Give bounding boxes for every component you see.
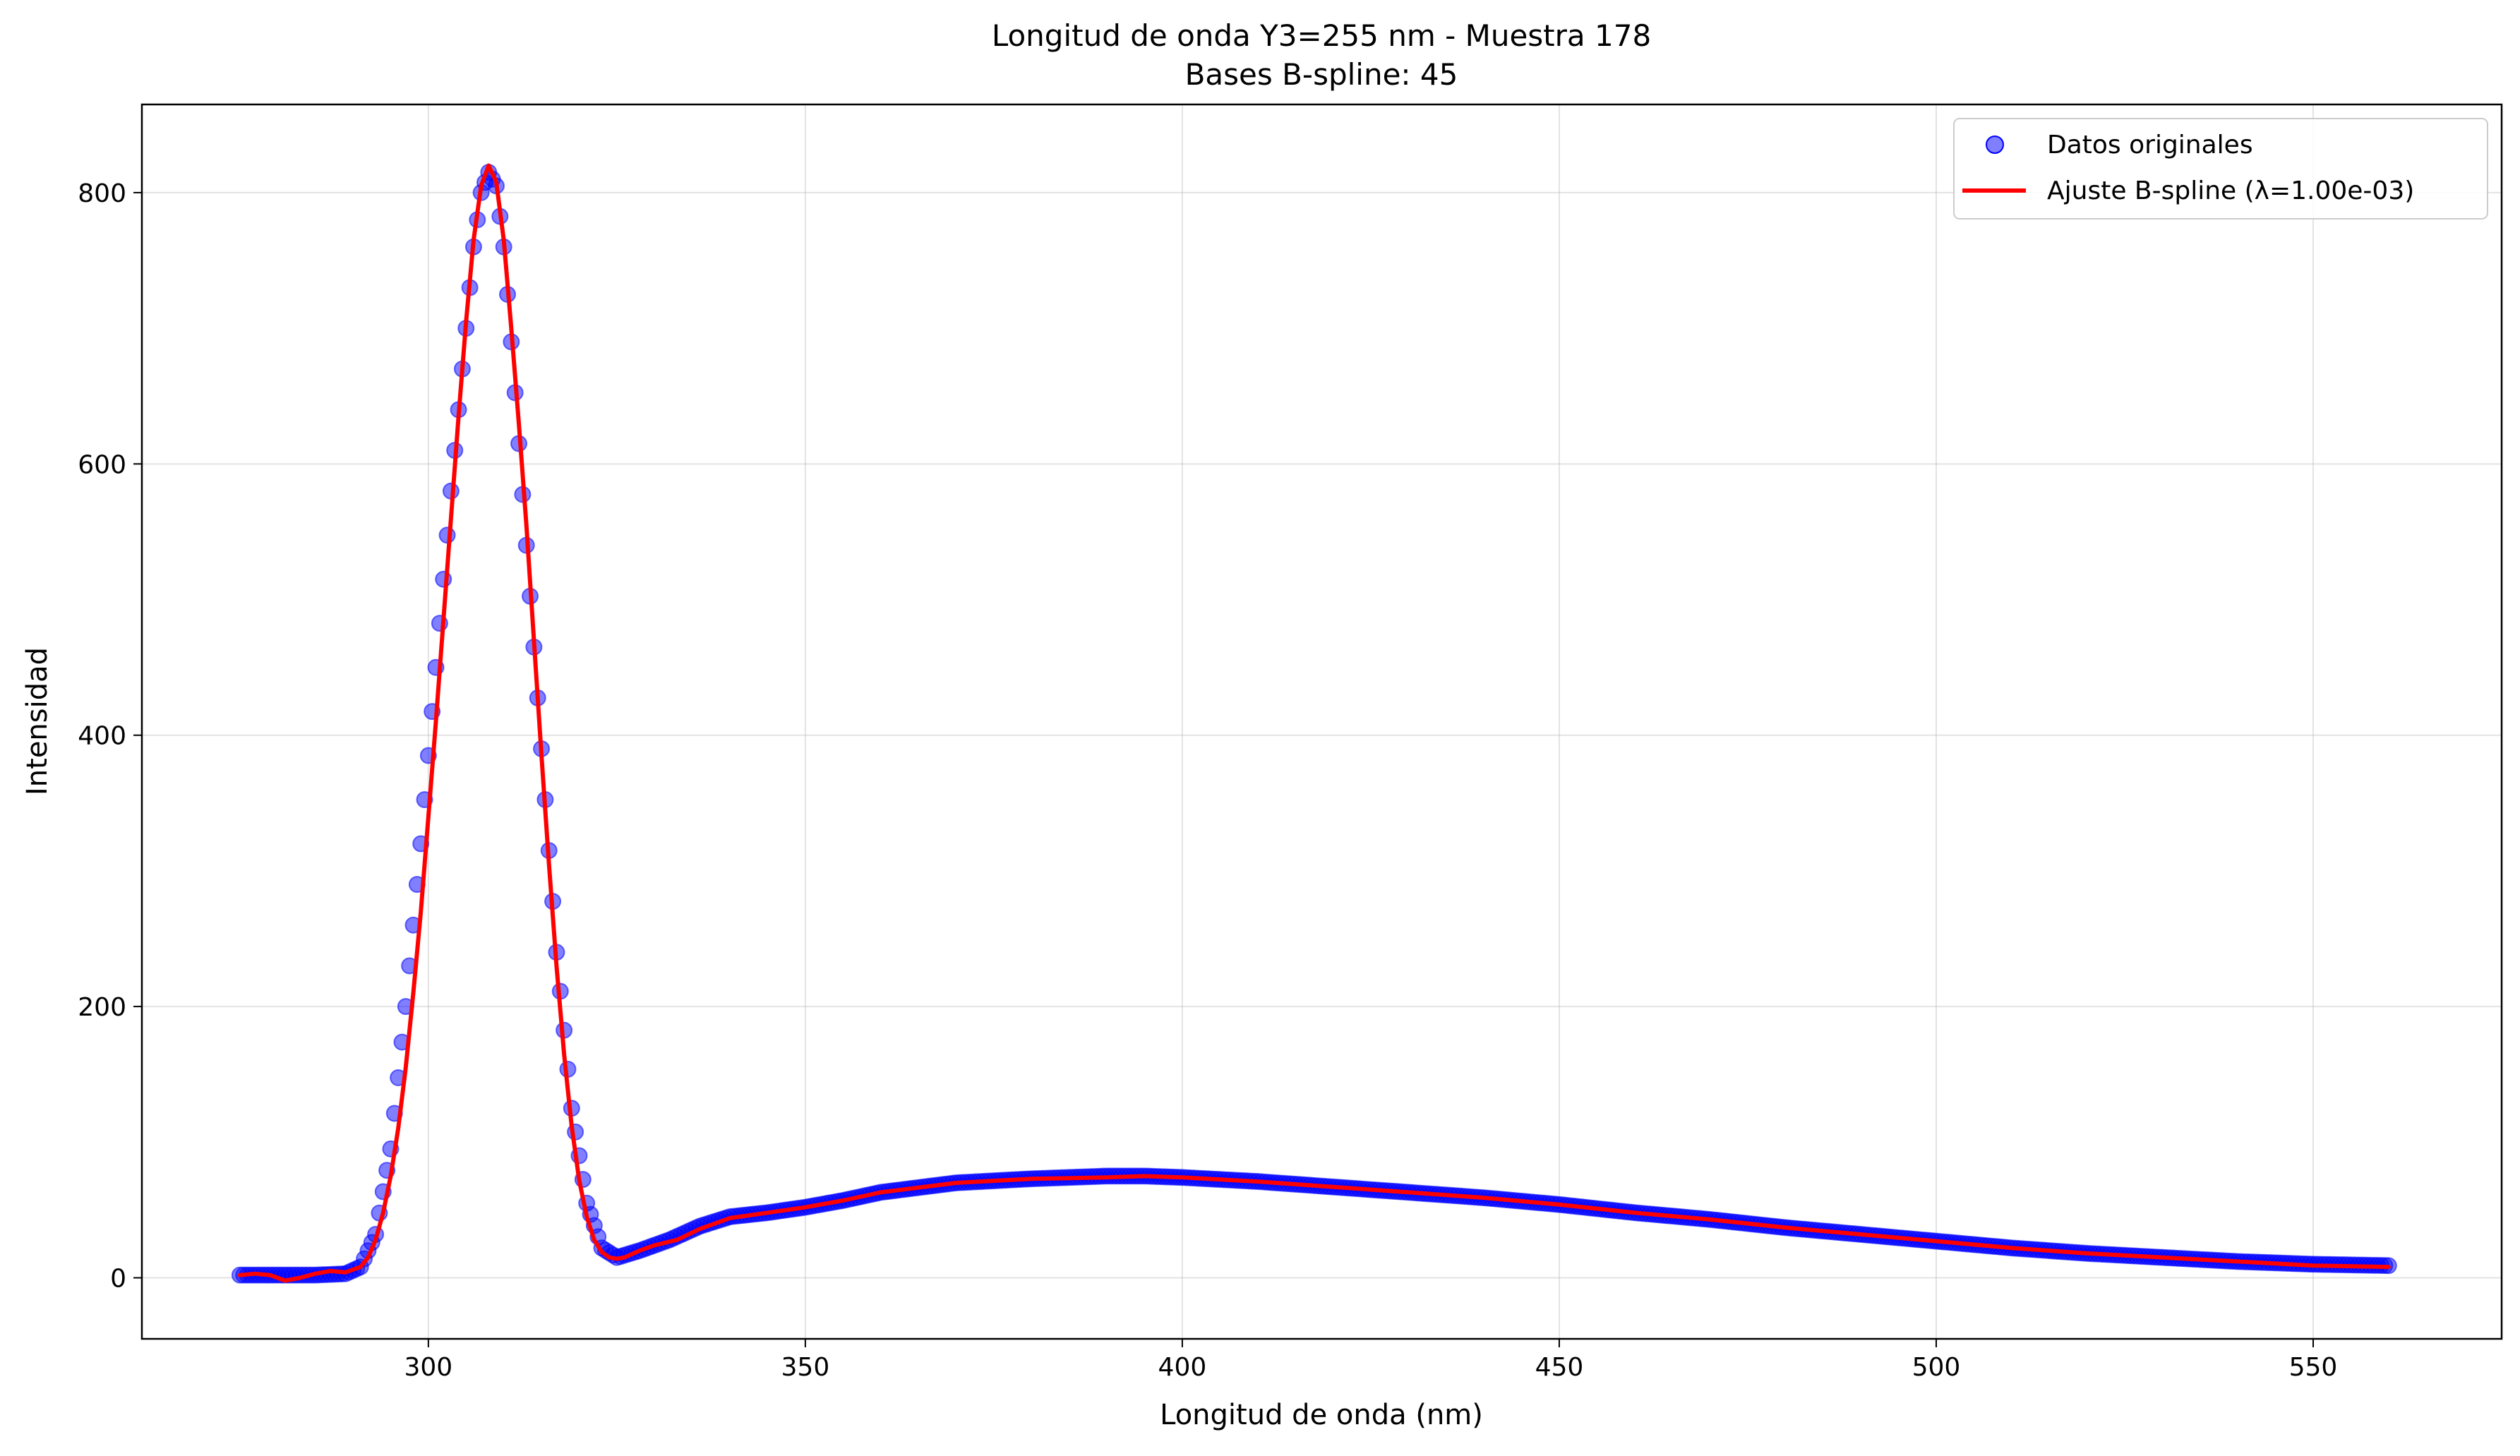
y-axis-ticks: 0 200 400 600 800 bbox=[78, 179, 142, 1294]
y-tick-label: 200 bbox=[78, 993, 126, 1022]
x-axis-label: Longitud de onda (nm) bbox=[1160, 1399, 1483, 1431]
chart-subtitle: Bases B-spline: 45 bbox=[1185, 57, 1458, 92]
line-layer bbox=[237, 163, 2391, 1283]
x-tick-label: 350 bbox=[781, 1353, 830, 1382]
legend-box bbox=[1953, 118, 2488, 219]
x-tick-label: 550 bbox=[2289, 1353, 2338, 1382]
legend-label-ajuste-bspline: Ajuste B-spline (λ=1.00e-03) bbox=[2047, 176, 2414, 205]
y-tick-label: 0 bbox=[110, 1265, 126, 1294]
x-tick-label: 500 bbox=[1912, 1353, 1961, 1382]
y-tick-label: 400 bbox=[78, 722, 126, 751]
x-axis-ticks: 300 350 400 450 500 550 bbox=[404, 1339, 2338, 1382]
y-tick-label: 800 bbox=[78, 179, 126, 208]
chart-title: Longitud de onda Y3=255 nm - Muestra 178 bbox=[992, 18, 1651, 53]
legend-marker-datos-originales bbox=[1986, 136, 2004, 154]
y-axis-label: Intensidad bbox=[21, 647, 54, 795]
plot-frame bbox=[140, 103, 2503, 1340]
legend: Datos originales Ajuste B-spline (λ=1.00… bbox=[1953, 118, 2488, 219]
x-tick-label: 400 bbox=[1158, 1353, 1207, 1382]
legend-label-datos-originales: Datos originales bbox=[2047, 131, 2253, 160]
y-tick-label: 600 bbox=[78, 450, 126, 479]
x-tick-label: 450 bbox=[1535, 1353, 1584, 1382]
x-tick-label: 300 bbox=[404, 1353, 453, 1382]
bspline-fit-line bbox=[237, 163, 2391, 1283]
